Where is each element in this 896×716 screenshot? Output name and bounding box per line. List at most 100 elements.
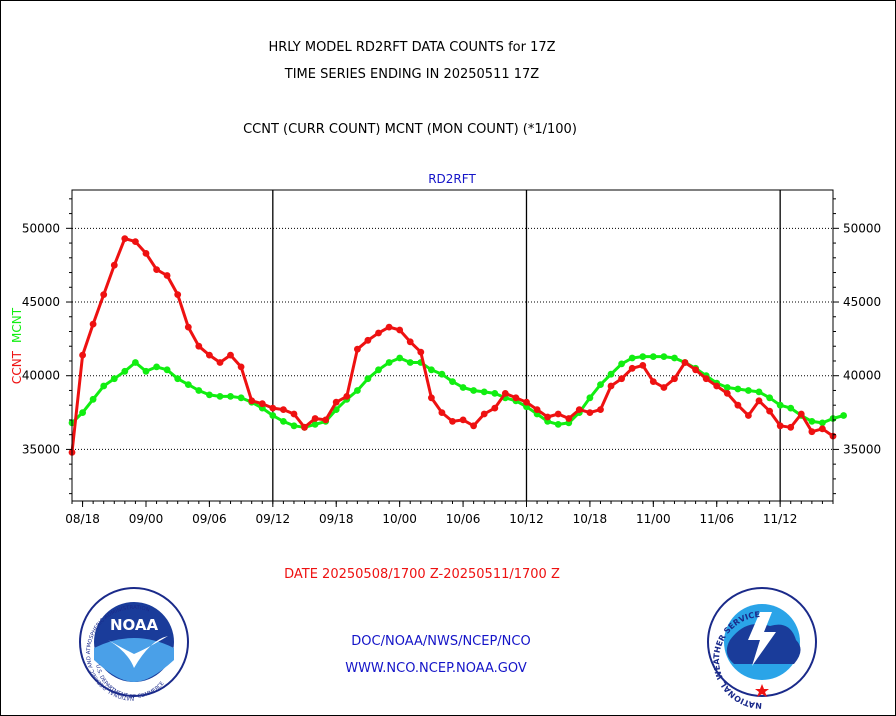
data-point-mcnt — [227, 393, 234, 400]
data-point-mcnt — [745, 387, 752, 394]
data-point-ccnt — [375, 329, 382, 337]
url-link[interactable]: WWW.NCO.NCEP.NOAA.GOV — [345, 661, 527, 676]
x-tick-label: 11/06 — [699, 512, 734, 526]
data-point-ccnt — [607, 382, 615, 390]
data-point-mcnt — [354, 387, 361, 394]
data-point-ccnt — [597, 406, 604, 413]
data-point-ccnt — [184, 323, 192, 331]
data-point-mcnt — [121, 367, 129, 375]
data-point-ccnt — [89, 320, 97, 328]
y-tick-label: 45000 — [22, 295, 60, 309]
data-point-ccnt — [681, 359, 689, 366]
data-point-mcnt — [649, 353, 657, 360]
data-point-mcnt — [269, 412, 277, 419]
x-tick-label: 09/18 — [319, 512, 354, 526]
y-tick-label: 40000 — [22, 369, 60, 383]
data-point-ccnt — [491, 404, 499, 412]
data-point-ccnt — [723, 390, 731, 397]
data-point-ccnt — [459, 416, 467, 424]
x-tick-label: 11/12 — [763, 512, 798, 526]
data-point-ccnt — [618, 375, 625, 383]
data-point-ccnt — [343, 393, 351, 400]
data-point-mcnt — [195, 387, 203, 394]
data-point-mcnt — [787, 404, 795, 412]
x-tick-label: 10/00 — [382, 512, 417, 526]
data-point-ccnt — [671, 375, 678, 383]
data-point-ccnt — [734, 401, 742, 409]
data-point-ccnt — [290, 410, 298, 418]
data-point-ccnt — [766, 407, 773, 415]
nws-logo: NATIONAL WEATHER SERVICE — [707, 587, 817, 710]
data-point-mcnt — [586, 394, 594, 402]
plot-border — [71, 189, 834, 502]
data-point-ccnt — [406, 338, 414, 346]
noaa-logo-text: NOAA — [110, 616, 159, 634]
data-point-mcnt — [449, 378, 456, 385]
data-point-ccnt — [354, 345, 361, 353]
data-point-ccnt — [206, 351, 213, 359]
y-axis-label: CCNT MCNT — [10, 307, 24, 384]
data-point-mcnt — [554, 421, 562, 428]
data-point-ccnt — [132, 238, 139, 246]
data-point-mcnt — [290, 422, 298, 430]
data-point-ccnt — [258, 400, 266, 408]
data-point-ccnt — [438, 409, 446, 416]
data-point-mcnt — [618, 360, 625, 368]
data-point-ccnt — [385, 323, 393, 331]
data-point-mcnt — [755, 388, 763, 396]
data-point-mcnt — [206, 391, 213, 399]
data-point-ccnt — [523, 398, 530, 406]
date-range-label: DATE 20250508/1700 Z-20250511/1700 Z — [284, 567, 560, 582]
data-point-mcnt — [142, 367, 150, 375]
data-point-ccnt — [480, 410, 488, 418]
chart-title: RD2RFT — [428, 172, 476, 186]
data-point-ccnt — [512, 394, 520, 402]
data-point-ccnt — [755, 397, 763, 405]
org-label: DOC/NOAA/NWS/NCEP/NCO — [351, 634, 530, 649]
data-point-ccnt — [301, 423, 308, 431]
data-point-mcnt — [628, 354, 636, 362]
data-point-ccnt — [121, 235, 129, 243]
data-point-ccnt — [776, 422, 784, 430]
data-point-mcnt — [132, 359, 139, 366]
data-point-mcnt — [819, 419, 826, 427]
data-point-mcnt — [153, 363, 161, 371]
x-tick-label: 08/18 — [65, 512, 100, 526]
data-point-mcnt — [406, 359, 414, 366]
grid-layer — [72, 190, 833, 501]
data-point-ccnt — [195, 342, 203, 350]
data-point-ccnt — [745, 412, 752, 419]
x-tick-label: 09/00 — [129, 512, 164, 526]
data-point-mcnt — [385, 359, 393, 366]
data-point-mcnt — [438, 370, 446, 378]
header-legend-description: CCNT (CURR COUNT) MCNT (MON COUNT) (*1/1… — [243, 122, 577, 137]
data-point-ccnt — [100, 291, 108, 298]
data-point-mcnt — [89, 395, 97, 403]
data-point-ccnt — [364, 336, 372, 344]
data-point-ccnt — [332, 398, 340, 406]
data-point-ccnt — [702, 375, 710, 383]
data-point-ccnt — [142, 250, 150, 257]
data-point-mcnt — [237, 394, 245, 402]
data-point-ccnt — [428, 394, 435, 402]
data-point-mcnt — [766, 394, 773, 402]
data-point-ccnt — [544, 413, 551, 421]
data-point-ccnt — [227, 351, 234, 359]
data-point-ccnt — [163, 272, 171, 279]
data-point-ccnt — [787, 423, 795, 431]
data-point-mcnt — [184, 381, 192, 388]
data-point-ccnt — [649, 378, 657, 385]
data-point-mcnt — [364, 375, 372, 383]
data-point-ccnt — [713, 382, 721, 390]
data-point-ccnt — [396, 326, 404, 334]
data-point-mcnt — [491, 390, 499, 397]
data-point-ccnt — [237, 363, 245, 371]
data-point-ccnt — [797, 410, 805, 418]
data-point-mcnt — [311, 421, 319, 428]
y-tick-label: 50000 — [22, 221, 60, 235]
data-point-mcnt — [840, 412, 847, 419]
y-tick-label-right: 50000 — [843, 221, 881, 235]
data-point-mcnt — [163, 366, 171, 374]
data-point-ccnt — [660, 384, 668, 391]
